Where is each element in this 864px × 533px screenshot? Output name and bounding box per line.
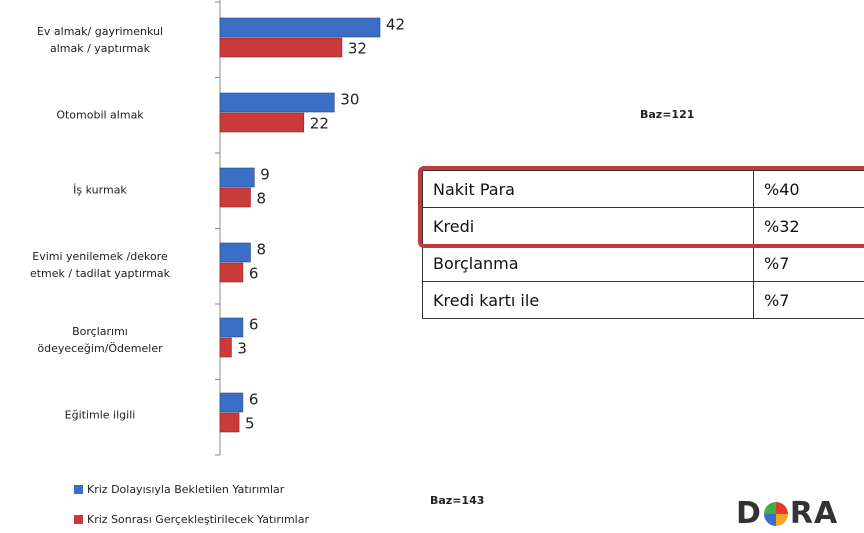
category-label: Eğitimle ilgili: [64, 408, 136, 422]
value-label: 6: [249, 316, 259, 334]
table: Nakit Para %40 Kredi %32 Borçlanma %7 Kredi ka…: [422, 170, 864, 319]
logo: D RA: [736, 496, 838, 531]
bar: [219, 262, 244, 283]
bar: [219, 187, 251, 208]
bar: [219, 412, 240, 433]
table-cell: %7: [753, 281, 864, 319]
table-row: Kredi %32: [422, 207, 864, 245]
bar: [219, 37, 343, 58]
bar: [219, 92, 335, 113]
value-label: 3: [237, 340, 247, 358]
legend-item: Kriz Sonrası Gerçekleştirilecek Yatırıml…: [74, 513, 309, 526]
highlight-box: [418, 166, 864, 248]
value-label: 5: [245, 415, 255, 433]
legend-label: Kriz Sonrası Gerçekleştirilecek Yatırıml…: [87, 513, 309, 526]
base-note: Baz=143: [430, 494, 485, 507]
table-row: Kredi kartı ile %7: [422, 281, 864, 319]
category-label: Otomobil almak: [56, 108, 144, 122]
category-label: Ev almak/ gayrimenkul almak / yaptırmak: [36, 25, 164, 55]
table-note: Baz=121: [640, 108, 695, 121]
logo-text: D: [736, 496, 762, 531]
table-cell: Nakit Para: [422, 170, 754, 208]
table-cell: %7: [753, 244, 864, 282]
bar: [219, 337, 232, 358]
table-cell: Borçlanma: [422, 244, 754, 282]
value-label: 9: [260, 166, 270, 184]
table-cell: %32: [753, 207, 864, 245]
value-label: 30: [340, 91, 359, 109]
table-row: Borçlanma %7: [422, 244, 864, 282]
bar: [219, 317, 244, 338]
value-label: 8: [256, 190, 266, 208]
table-row: Nakit Para %40: [422, 170, 864, 208]
value-label: 8: [256, 241, 266, 259]
value-label: 22: [310, 115, 329, 133]
table-cell: Kredi: [422, 207, 754, 245]
legend-swatch: [74, 515, 83, 524]
value-label: 42: [386, 16, 405, 34]
category-label: Evimi yenilemek /dekore etmek / tadilat …: [29, 250, 171, 280]
bar: [219, 17, 381, 38]
category-label: İş kurmak: [73, 183, 127, 197]
bar: [219, 242, 251, 263]
legend-item: Kriz Dolayısıyla Bekletilen Yatırımlar: [74, 483, 284, 496]
table-cell: %40: [753, 170, 864, 208]
value-label: 6: [249, 391, 259, 409]
table-cell: Kredi kartı ile: [422, 281, 754, 319]
logo-text: RA: [789, 496, 839, 531]
bar: [219, 167, 255, 188]
legend-label: Kriz Dolayısıyla Bekletilen Yatırımlar: [87, 483, 285, 496]
bar: [219, 392, 244, 413]
category-label: Borçlarımı ödeyeceğim/Ödemeler: [37, 325, 163, 355]
bar: [219, 112, 305, 133]
legend-swatch: [74, 485, 83, 494]
value-label: 6: [249, 265, 259, 283]
logo-icon: [763, 501, 788, 526]
value-label: 32: [348, 40, 367, 58]
